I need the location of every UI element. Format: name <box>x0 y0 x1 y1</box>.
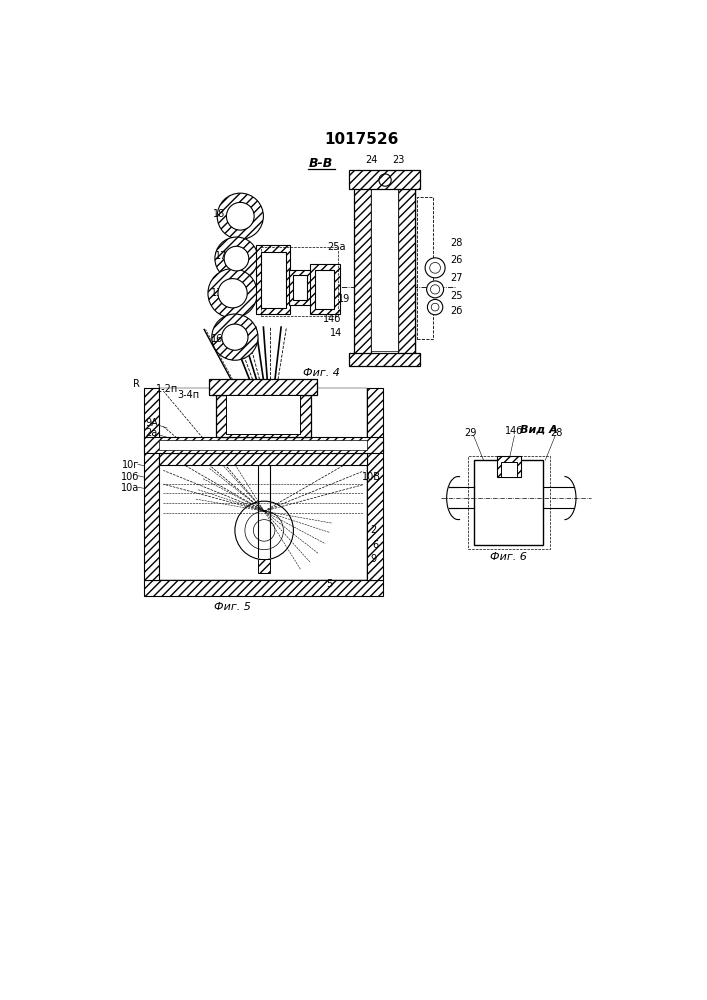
Circle shape <box>426 281 443 298</box>
Text: 13: 13 <box>211 288 223 298</box>
Bar <box>216 395 311 437</box>
Text: 28: 28 <box>551 428 563 438</box>
Text: 14б: 14б <box>506 426 524 436</box>
Circle shape <box>224 246 249 271</box>
Text: 3-4п: 3-4п <box>177 390 200 400</box>
Bar <box>501 462 518 477</box>
Text: R: R <box>133 379 140 389</box>
Circle shape <box>431 303 439 311</box>
Bar <box>349 170 420 189</box>
Text: В-В: В-В <box>309 157 333 170</box>
Circle shape <box>430 262 440 273</box>
Bar <box>160 388 368 580</box>
Circle shape <box>215 237 258 280</box>
Bar <box>310 264 340 314</box>
Text: 26: 26 <box>450 255 463 265</box>
Text: 10а: 10а <box>121 483 139 493</box>
Text: 18: 18 <box>214 209 226 219</box>
Text: 23: 23 <box>392 155 404 165</box>
Bar <box>261 252 286 308</box>
Bar <box>349 353 420 366</box>
Text: 10В: 10В <box>362 472 380 482</box>
Text: 5: 5 <box>326 579 332 589</box>
Bar <box>368 388 382 580</box>
Text: 27: 27 <box>450 273 463 283</box>
Text: Фиг. 4: Фиг. 4 <box>303 368 339 378</box>
Text: 14б: 14б <box>322 314 341 324</box>
Text: 28: 28 <box>450 238 463 248</box>
Circle shape <box>226 202 254 230</box>
Bar <box>160 440 368 450</box>
Bar <box>468 456 550 549</box>
Text: 25: 25 <box>450 291 463 301</box>
Text: 2: 2 <box>370 525 377 535</box>
Bar <box>417 197 433 339</box>
Text: I: I <box>216 388 218 398</box>
Circle shape <box>222 324 248 350</box>
Bar <box>160 453 368 465</box>
Text: 9А: 9А <box>146 418 158 428</box>
Bar <box>258 559 270 573</box>
Text: 19: 19 <box>338 294 351 304</box>
Bar <box>261 247 338 316</box>
Circle shape <box>431 285 440 294</box>
Text: 1017526: 1017526 <box>325 132 399 147</box>
Text: 1-2п: 1-2п <box>156 384 178 394</box>
Text: Фиг. 5: Фиг. 5 <box>214 602 251 612</box>
Bar <box>497 456 521 477</box>
Text: 2б: 2б <box>450 306 463 316</box>
Bar <box>144 580 382 596</box>
Text: 17: 17 <box>215 251 227 261</box>
Circle shape <box>425 258 445 278</box>
Text: Фиг. 6: Фиг. 6 <box>490 552 527 562</box>
Text: 2а: 2а <box>146 428 158 438</box>
Bar <box>371 189 398 351</box>
Text: 10б: 10б <box>121 472 139 482</box>
Bar <box>144 437 382 453</box>
Text: 14: 14 <box>330 328 343 338</box>
Text: 25а: 25а <box>327 242 346 252</box>
Circle shape <box>208 269 257 318</box>
Text: 6: 6 <box>372 540 378 550</box>
Circle shape <box>217 193 264 239</box>
Text: 29: 29 <box>464 428 477 438</box>
Text: 9б: 9б <box>267 428 279 438</box>
Circle shape <box>212 314 258 360</box>
Bar <box>474 460 543 545</box>
Text: 24: 24 <box>365 155 378 165</box>
Bar <box>293 275 308 300</box>
Bar <box>354 183 371 356</box>
Circle shape <box>428 299 443 315</box>
Text: 10: 10 <box>286 454 298 464</box>
Bar <box>144 388 160 580</box>
Bar <box>315 270 334 309</box>
Text: 10г: 10г <box>122 460 139 470</box>
Bar <box>398 183 415 356</box>
Bar <box>226 395 300 434</box>
Text: 9: 9 <box>370 554 377 564</box>
Text: 10Д: 10Д <box>274 443 294 453</box>
Circle shape <box>218 279 247 308</box>
Bar <box>256 245 291 314</box>
Text: Вид А: Вид А <box>520 425 558 435</box>
Bar <box>209 379 317 395</box>
Bar <box>288 270 312 305</box>
Text: 5п: 5п <box>245 384 258 394</box>
Text: 16: 16 <box>211 334 223 344</box>
